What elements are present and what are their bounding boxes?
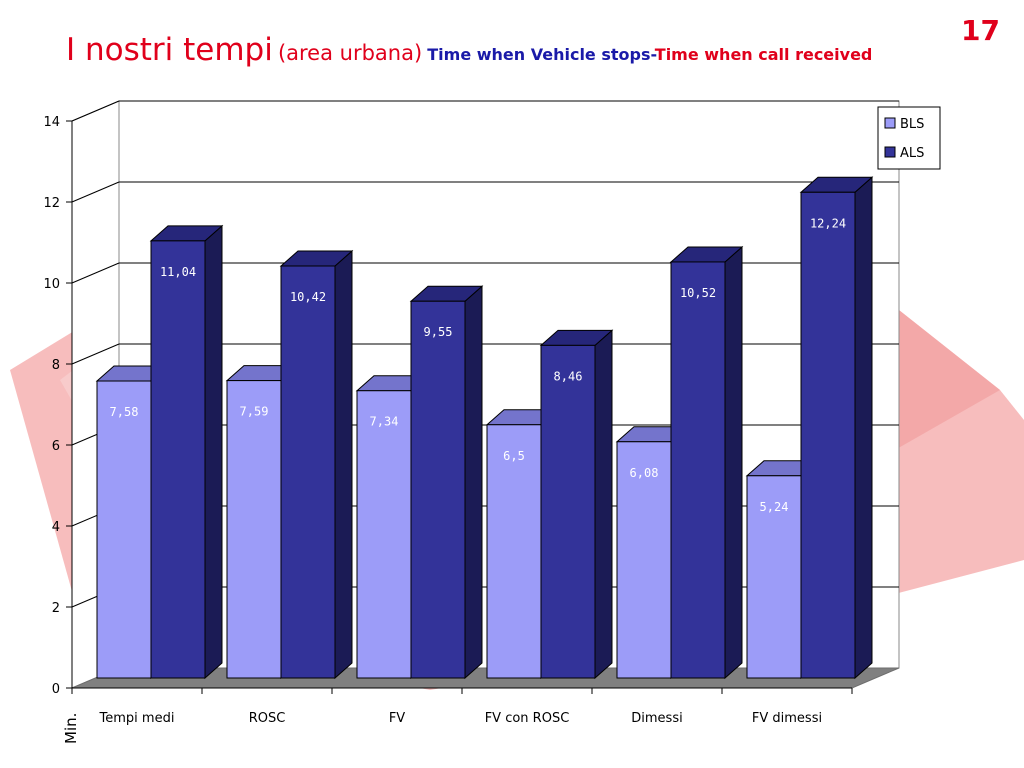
gridline-depth xyxy=(71,181,120,203)
data-label-als: 12,24 xyxy=(810,216,846,230)
y-tick-label: 0 xyxy=(52,682,60,697)
bar-bls xyxy=(356,390,412,679)
title-area: (area urbana) xyxy=(277,41,423,65)
title-subtitle-blue: Time when Vehicle stops- xyxy=(427,45,655,64)
bar-bls xyxy=(616,441,672,679)
data-label-bls: 7,34 xyxy=(370,415,399,429)
data-label-als: 9,55 xyxy=(424,325,453,339)
gridline-depth xyxy=(71,100,120,122)
data-label-als: 8,46 xyxy=(554,369,583,383)
legend-label-bls: BLS xyxy=(900,117,924,132)
title-subtitle-red: Time when call received xyxy=(654,45,873,64)
data-label-bls: 7,59 xyxy=(240,405,269,419)
y-tick-label: 12 xyxy=(43,196,60,211)
bar-als xyxy=(280,265,336,679)
data-label-als: 10,42 xyxy=(290,290,326,304)
bar-side-als xyxy=(464,285,483,680)
y-tick-label: 2 xyxy=(52,601,60,616)
bar-als xyxy=(540,344,596,679)
x-tick-label: Tempi medi xyxy=(99,711,175,726)
bar-side-als xyxy=(724,245,743,680)
bar-side-als xyxy=(204,224,223,680)
data-label-bls: 5,24 xyxy=(760,500,789,514)
bar-bls xyxy=(746,475,802,679)
bar-chart: 0 2 4 6 8 10 12 14 Tempi medi ROSC FV FV con ROSC Di… xyxy=(43,100,941,744)
y-tick-label: 6 xyxy=(52,439,60,454)
x-tick-label: FV dimessi xyxy=(752,711,822,726)
legend-swatch-bls xyxy=(884,117,896,129)
title-main: I nostri tempi xyxy=(66,32,273,68)
bar-bls xyxy=(226,380,282,679)
gridline-depth xyxy=(71,262,120,284)
x-tick-label: Dimessi xyxy=(631,711,682,726)
slide-title: I nostri tempi (area urbana) Time when V… xyxy=(66,32,872,68)
x-tick-label: ROSC xyxy=(249,711,286,726)
data-label-als: 10,52 xyxy=(680,286,716,300)
slide-number: 17 xyxy=(961,14,1000,47)
data-label-als: 11,04 xyxy=(160,265,196,279)
bar-als xyxy=(670,261,726,679)
bar-side-als xyxy=(334,249,353,680)
bar-side-als xyxy=(594,329,613,680)
bar-side-als xyxy=(854,176,873,680)
data-label-bls: 6,5 xyxy=(503,449,525,463)
data-label-bls: 7,58 xyxy=(110,405,139,419)
data-label-bls: 6,08 xyxy=(630,466,659,480)
legend-label-als: ALS xyxy=(900,146,924,161)
bar-als xyxy=(800,191,856,679)
x-tick-label: FV con ROSC xyxy=(485,711,570,726)
bar-bls xyxy=(96,380,152,679)
y-tick-label: 14 xyxy=(43,115,60,130)
gridline-depth xyxy=(71,343,120,365)
legend-box xyxy=(877,106,941,170)
y-tick-label: 4 xyxy=(52,520,60,535)
bar-als xyxy=(150,240,206,679)
legend-swatch-als xyxy=(884,146,896,158)
x-tick-label: FV xyxy=(389,711,405,726)
y-tick-label: 8 xyxy=(52,358,60,373)
y-axis-title: Min. xyxy=(62,713,80,744)
bar-als xyxy=(410,300,466,679)
y-tick-label: 10 xyxy=(43,277,60,292)
